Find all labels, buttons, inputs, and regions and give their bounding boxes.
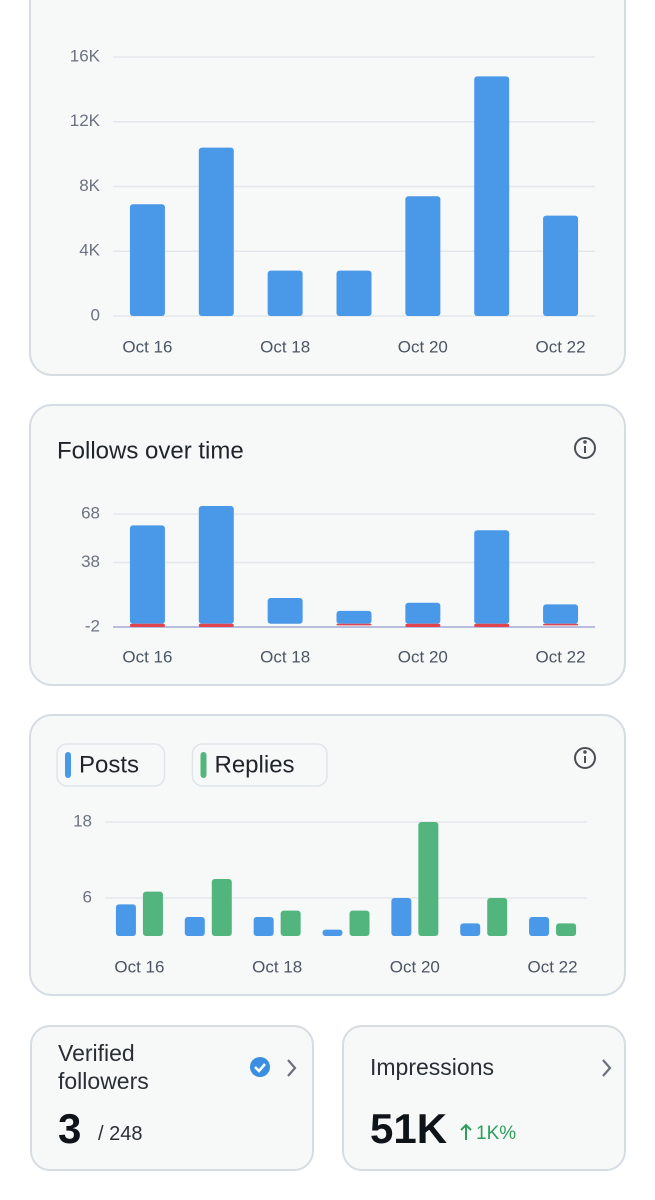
bar [129,623,165,627]
y-tick-label: 4K [79,241,100,260]
up-arrow [460,1123,472,1140]
bar [405,602,441,624]
bar [129,204,165,316]
bar [211,879,232,936]
bar [529,917,550,936]
legend-swatch [65,752,71,778]
bar [336,623,372,626]
bar [543,215,579,316]
bar [129,525,165,624]
bar [267,270,303,316]
bar [474,623,510,627]
y-tick-label: 6 [83,887,92,906]
info-icon[interactable] [574,437,596,769]
bar [198,147,234,316]
x-tick-label: Oct 18 [260,337,310,356]
y-tick-label: 18 [73,811,92,830]
bar [142,891,163,936]
card-title: Impressions [370,1054,494,1080]
legend-label: Posts [79,751,139,778]
bar [280,910,301,936]
bar [267,597,303,624]
x-tick-label: Oct 16 [114,957,164,976]
bar [543,623,579,626]
card-total: / 248 [98,1123,143,1145]
bar [349,910,370,936]
bar [405,196,441,316]
chevron [602,1059,612,1077]
bar [322,929,343,936]
y-tick-label: 68 [81,504,100,523]
bar [115,904,136,936]
bar [198,623,234,627]
y-tick-label: 12K [70,111,101,130]
bar [543,604,579,624]
bar [474,76,510,316]
bar [198,506,234,624]
bar [556,923,577,936]
x-tick-label: Oct 22 [528,957,578,976]
x-tick-label: Oct 22 [536,647,586,666]
x-tick-label: Oct 20 [398,337,448,356]
y-tick-label: -2 [85,616,100,635]
card-change: 1K% [476,1123,517,1144]
icons [250,1057,297,1077]
bar [336,610,372,624]
legend-chip[interactable] [191,743,328,787]
bar [460,923,481,936]
impressions-card[interactable]: Impressions 51K 1K% [342,1025,626,1171]
y-tick-label: 38 [81,552,100,571]
card-value: 3 [58,1105,82,1152]
x-tick-label: Oct 18 [260,647,310,666]
bar [184,917,205,936]
x-tick-label: Oct 20 [390,957,440,976]
bar [391,898,412,936]
x-tick-label: Oct 16 [122,647,172,666]
bar [418,822,439,936]
x-tick-label: Oct 16 [122,337,172,356]
y-tick-label: 16K [70,46,101,65]
bar [336,270,372,316]
x-tick-label: Oct 22 [536,337,586,356]
x-tick-label: Oct 18 [252,957,302,976]
legend-label: Replies [215,751,295,778]
x-tick-label: Oct 20 [398,647,448,666]
legend-chip[interactable] [56,743,166,787]
legend-swatch [200,752,207,778]
chart-title: Follows over time [57,437,244,464]
bar [487,898,508,936]
bar [253,917,274,936]
card-value: 51K [370,1105,448,1152]
y-tick-label: 0 [91,305,100,324]
y-tick-label: 8K [79,176,100,195]
card-title: Verified followers [58,1040,149,1094]
bar [474,530,510,624]
bar [405,623,441,627]
verified-card[interactable]: Verified followers 3 / 248 [30,1025,314,1171]
